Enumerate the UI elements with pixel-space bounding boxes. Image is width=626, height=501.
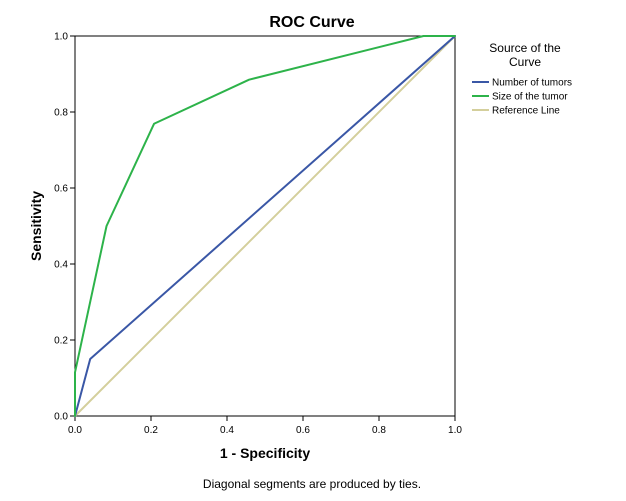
legend: Source of the Curve Number of tumors Size… <box>472 41 572 117</box>
legend-items: Number of tumors Size of the tumor Referen… <box>472 78 572 117</box>
x-tick-label-1: 0.2 <box>144 425 158 436</box>
x-tick-label-0: 0.0 <box>68 425 82 436</box>
x-tick-label-4: 0.8 <box>372 425 386 436</box>
series-layer <box>74 35 456 417</box>
chart-title: ROC Curve <box>269 14 354 31</box>
x-axis-label: 1 - Specificity <box>220 445 310 461</box>
legend-label-0: Number of tumors <box>492 78 572 89</box>
y-tick-label-4: 0.8 <box>54 108 68 119</box>
footnote: Diagonal segments are produced by ties. <box>203 477 421 491</box>
y-tick-label-5: 1.0 <box>54 32 68 43</box>
legend-title-line-2: Curve <box>509 55 541 69</box>
legend-title-line-1: Source of the <box>489 41 561 55</box>
x-tick-label-3: 0.6 <box>296 425 310 436</box>
y-tick-label-1: 0.2 <box>54 336 68 347</box>
series-line-size-of-the-tumor <box>74 35 456 417</box>
x-tick-label-5: 1.0 <box>448 425 462 436</box>
x-tick-label-2: 0.4 <box>220 425 234 436</box>
series-line-reference-line <box>74 35 456 417</box>
y-tick-label-2: 0.4 <box>54 260 68 271</box>
legend-label-1: Size of the tumor <box>492 92 568 103</box>
y-tick-label-3: 0.6 <box>54 184 68 195</box>
y-axis-label: Sensitivity <box>28 191 44 261</box>
y-tick-label-0: 0.0 <box>54 412 68 423</box>
axis-ticks: 0.0 0.2 0.4 0.6 0.8 1.0 0.0 0.2 0.4 0.6 0.8 1.0 <box>54 32 462 437</box>
series-line-number-of-tumors <box>74 35 456 417</box>
legend-label-2: Reference Line <box>492 106 560 117</box>
